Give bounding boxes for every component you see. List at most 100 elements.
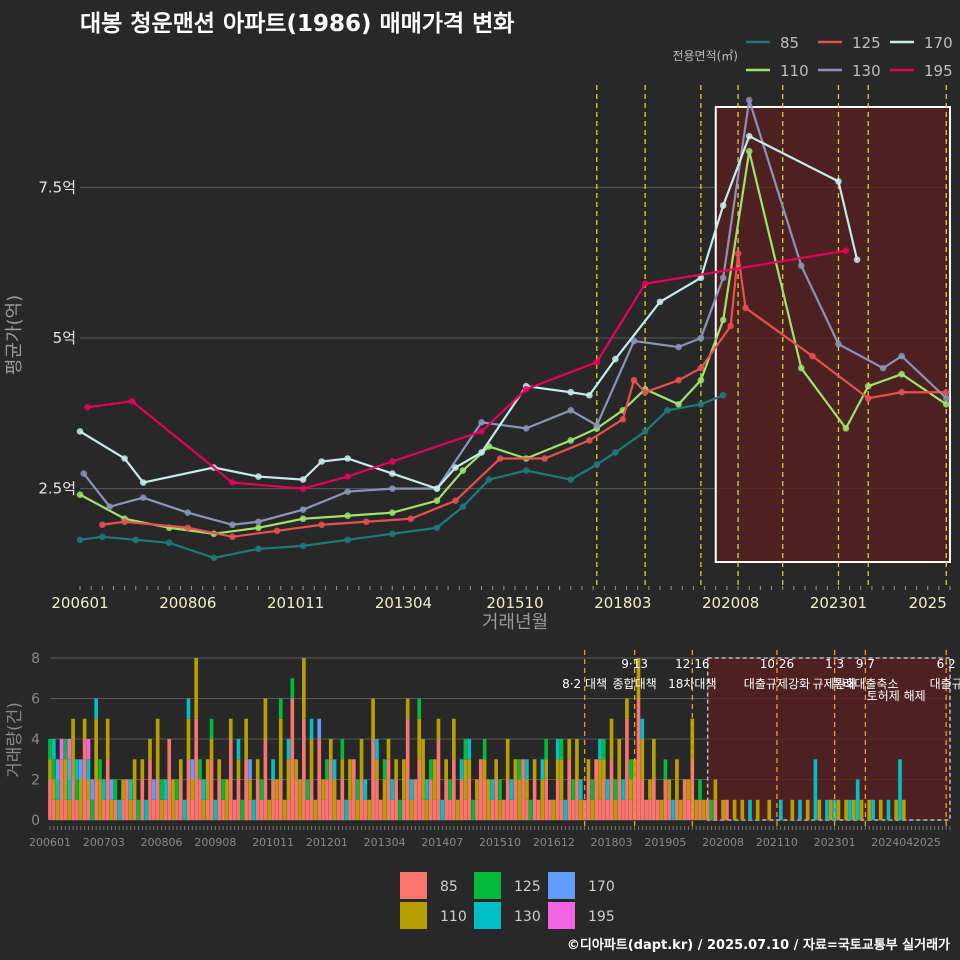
bar-x-tick-label-1: 200703 (83, 836, 125, 849)
bar-85 (132, 799, 137, 820)
bar-125 (571, 779, 575, 800)
bar-110 (78, 779, 83, 820)
point-130 (593, 422, 601, 429)
x-tick-label-1: 200806 (159, 594, 216, 612)
bar-130 (621, 779, 625, 800)
bar-110 (267, 799, 272, 820)
bar-170 (90, 779, 95, 800)
bar-110 (282, 799, 287, 820)
bar-170 (190, 759, 195, 780)
bar-110 (894, 799, 898, 820)
bar-125 (48, 739, 52, 760)
bar-110 (171, 779, 175, 820)
bar-130 (144, 799, 148, 820)
bar-85 (102, 799, 106, 820)
bar-110 (425, 799, 429, 820)
legend-label-170: 170 (924, 34, 953, 52)
point-170 (433, 485, 441, 492)
point-85 (255, 545, 262, 553)
bar-110 (355, 799, 360, 820)
bar-85 (648, 799, 652, 820)
point-125 (619, 416, 627, 423)
bar-130 (286, 739, 291, 760)
bar-85 (71, 779, 75, 820)
policy-name-label-4: 규제완화 (813, 677, 857, 691)
bar-130 (102, 779, 106, 800)
bar-110 (625, 698, 629, 719)
point-125 (727, 322, 734, 330)
bar-110 (332, 779, 337, 820)
bar-110 (52, 779, 56, 800)
y-tick-label-2: 7.5억 (38, 178, 76, 196)
bar-130 (778, 799, 783, 820)
point-170 (745, 132, 753, 140)
bar-125 (113, 779, 118, 800)
bar-y-tick-1: 2 (31, 773, 40, 789)
policy-date-label-6: 6·2 (937, 657, 956, 671)
bar-85 (140, 779, 145, 820)
x-tick-label-0: 200601 (51, 594, 108, 612)
bar-130 (509, 779, 514, 800)
bar-110 (721, 799, 725, 820)
bar-110 (205, 759, 210, 800)
bar-110 (128, 799, 133, 820)
chart-title: 대봉 청운맨션 아파트(1986) 매매가격 변화 (80, 11, 515, 37)
bar-125 (590, 779, 595, 800)
point-110 (459, 467, 467, 474)
point-130 (106, 503, 114, 510)
bar-125 (628, 759, 633, 780)
point-110 (797, 364, 805, 372)
bar-85 (667, 799, 672, 820)
bar-125 (709, 799, 714, 820)
bar-110 (417, 718, 422, 760)
bar-110 (278, 718, 283, 780)
point-195 (128, 397, 136, 405)
bar-110 (648, 779, 652, 800)
bar-125 (278, 698, 283, 719)
bar-125 (75, 779, 79, 800)
bar-110 (613, 799, 618, 820)
legend-label-110: 110 (780, 62, 809, 80)
bar-130 (813, 759, 818, 820)
bar-110 (455, 799, 460, 820)
point-110 (697, 376, 705, 384)
bar-110 (255, 759, 260, 780)
bar-130 (671, 799, 675, 820)
bar-110 (586, 759, 591, 780)
point-170 (121, 455, 128, 462)
point-85 (389, 530, 396, 538)
point-195 (299, 485, 307, 492)
bar-110 (486, 779, 491, 820)
point-130 (630, 337, 638, 345)
point-170 (389, 470, 396, 477)
bar-110 (194, 658, 198, 719)
bar-85 (82, 739, 87, 820)
bar-110 (498, 799, 502, 820)
bar-85 (544, 779, 548, 820)
bar-130 (490, 779, 495, 800)
point-170 (318, 458, 325, 465)
bar-85 (294, 779, 298, 820)
bar-85 (340, 779, 345, 820)
x-tick-label-3: 201304 (375, 594, 432, 612)
bar-y-tick-2: 4 (31, 732, 40, 748)
policy-name-label-2: 18차대책 (668, 676, 716, 691)
point-110 (745, 147, 753, 155)
bar-110 (740, 799, 745, 820)
bar-130 (871, 799, 875, 820)
point-195 (641, 280, 649, 288)
bar-legend-label-110: 110 (440, 909, 467, 925)
bar-85 (594, 759, 598, 820)
bar-85 (259, 799, 264, 820)
bar-110 (48, 759, 52, 780)
point-195 (522, 385, 530, 393)
bar-85 (467, 779, 472, 820)
bar-125 (517, 759, 522, 780)
point-85 (344, 536, 351, 544)
bar-125 (52, 759, 56, 780)
bar-85 (75, 799, 79, 820)
point-125 (734, 250, 742, 257)
point-130 (745, 96, 753, 104)
bar-110 (867, 799, 872, 820)
legend-label-195: 195 (924, 62, 953, 80)
